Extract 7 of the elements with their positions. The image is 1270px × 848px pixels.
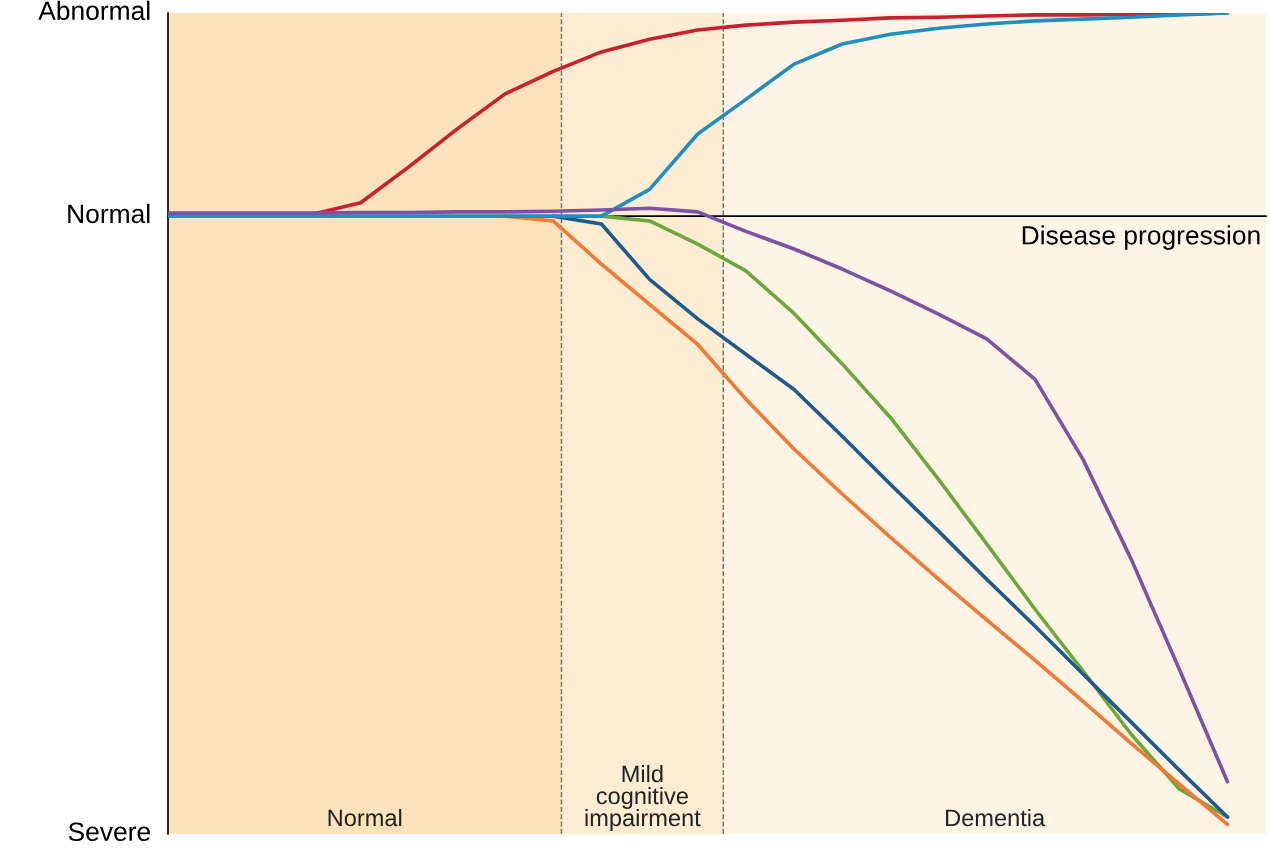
x-axis-title: Disease progression (1022, 225, 1260, 250)
annotation: Normal (328, 808, 402, 827)
annotation: Mild cognitive impairment (585, 764, 701, 831)
text: Abnormal (38, 0, 150, 21)
annotation: Dementia (946, 808, 1046, 827)
text: Normal (68, 203, 150, 224)
text: Severe (68, 822, 150, 842)
